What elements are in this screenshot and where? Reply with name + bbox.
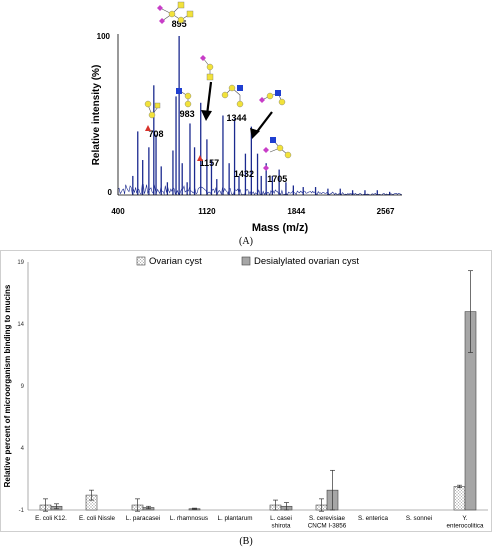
category-label: S. cerevisiae CNCM I-3856 (308, 515, 347, 530)
glycan-structure-icon-983 (200, 55, 214, 81)
error-bar (54, 503, 59, 510)
error-bar (192, 507, 197, 510)
bar-ovarian-cyst (453, 486, 466, 511)
y-axis-label-a: Relative intensity (%) (91, 65, 102, 166)
peak-label: 1705 (267, 174, 287, 184)
x-ticks-a: 400 1120 1844 2567 (111, 207, 395, 216)
legend-label-desialylated: Desialylated ovarian cyst (254, 256, 359, 267)
arrow-icon-1705 (250, 111, 273, 139)
y-tick-label-b: -1 (19, 508, 25, 514)
mass-spectrum-chart: 100 0 400 1120 1844 2567 Relative intensity… (91, 1, 402, 247)
y-tick-label-b: 4 (21, 446, 25, 452)
category-label: L. plantarum (217, 515, 252, 522)
category-labels: E. coli K12. E. coli Nissle L. paracasei L.… (35, 515, 484, 530)
error-bar (43, 498, 48, 512)
y-axis-label-b: Relative percent of microorganism bindin… (3, 284, 12, 487)
x-tick-label-a: 2567 (377, 207, 395, 216)
glycan-structure-icon-895 (157, 1, 194, 24)
y-tick-a-100: 100 (97, 32, 111, 41)
legend: Ovarian cyst Desialylated ovarian cyst (136, 256, 359, 267)
category-label: S. sonnei (406, 515, 432, 522)
error-bar (468, 270, 473, 353)
y-tick-label-b: 19 (17, 260, 24, 266)
spectrum-peaks (117, 36, 402, 197)
spectrum-noise (117, 184, 402, 197)
category-label: E. coli Nissle (79, 515, 116, 522)
error-bar (330, 469, 335, 511)
error-bar (135, 498, 140, 512)
category-label: L. rhamnosus (170, 515, 208, 522)
bars (39, 270, 477, 512)
panel-b-label: (B) (239, 536, 252, 547)
peak-label: 708 (149, 129, 164, 139)
glycan-structure-icon-708 (144, 100, 161, 131)
glycan-structure-icon-1705 (263, 137, 292, 171)
error-bar (146, 505, 151, 510)
error-bar (319, 498, 324, 512)
category-label: L. casei shirota (270, 515, 292, 530)
category-label: Y. enterocolitica (446, 515, 484, 530)
peak-label: 1157 (200, 158, 220, 168)
error-bar (284, 502, 289, 511)
y-tick-a-0: 0 (108, 188, 113, 197)
glycan-structure-icon-1344 (221, 84, 244, 108)
glycan-structure-icon-1157 (176, 88, 203, 161)
panel-a-label: (A) (239, 236, 253, 247)
x-axis-label-a: Mass (m/z) (252, 222, 309, 234)
error-bar (273, 499, 278, 511)
x-tick-label-a: 1844 (287, 207, 305, 216)
legend-swatch-desialylated (241, 256, 251, 266)
y-tick-label-b: 14 (17, 322, 24, 328)
x-tick-label-a: 400 (111, 207, 125, 216)
category-label: S. enterica (358, 515, 389, 522)
error-bar (457, 484, 462, 489)
binding-bar-chart: -1 4 9 14 19 Relative percent of microorgani… (0, 250, 492, 547)
peak-label: 1344 (227, 113, 247, 123)
category-label: E. coli K12. (35, 515, 67, 522)
legend-swatch-ovarian-cyst (136, 256, 146, 266)
arrow-icon-1157 (201, 81, 213, 121)
y-tick-label-b: 9 (21, 384, 25, 390)
category-label: L. paracasei (126, 515, 160, 522)
error-bar (89, 489, 94, 501)
chart-b-frame (0, 250, 492, 532)
y-ticks-b: -1 4 9 14 19 (17, 260, 24, 514)
x-tick-label-a: 1120 (198, 207, 216, 216)
peak-label: 895 (172, 19, 187, 29)
glycan-structure-icon-1432 (259, 90, 286, 106)
peak-label: 1432 (234, 169, 254, 179)
legend-label-ovarian-cyst: Ovarian cyst (149, 256, 202, 267)
peak-labels: 708 895 983 1157 1344 1432 1705 (149, 19, 288, 184)
peak-label: 983 (180, 109, 195, 119)
